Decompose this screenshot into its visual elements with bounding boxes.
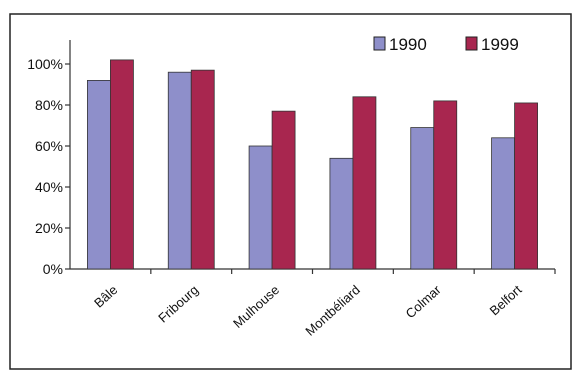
y-tick-label: 80% bbox=[35, 97, 63, 113]
y-tick-label: 20% bbox=[35, 220, 63, 236]
bars bbox=[87, 59, 538, 270]
y-tick-label: 60% bbox=[35, 138, 63, 154]
legend-swatch-1990 bbox=[373, 36, 386, 51]
bar-1999-3 bbox=[352, 96, 377, 270]
bar-1990-2 bbox=[248, 145, 273, 270]
y-tick-label: 40% bbox=[35, 179, 63, 195]
bar-1990-5 bbox=[491, 137, 515, 270]
bar-1999-4 bbox=[433, 100, 458, 270]
y-axis: 0% 20% 40% 60% 80% 100% bbox=[27, 40, 71, 277]
bar-1990-4 bbox=[410, 127, 435, 270]
bar-1999-0 bbox=[110, 59, 134, 270]
bar-1999-5 bbox=[514, 102, 538, 270]
bar-1990-1 bbox=[167, 71, 192, 270]
legend-swatch-1999 bbox=[465, 36, 478, 51]
y-tick-label: 100% bbox=[27, 56, 63, 72]
bar-1990-0 bbox=[87, 80, 111, 270]
bar-1999-2 bbox=[271, 110, 296, 270]
y-tick-label: 0% bbox=[43, 261, 63, 277]
legend: 1990 1999 bbox=[373, 35, 519, 54]
legend-label-1990: 1990 bbox=[389, 35, 427, 54]
legend-label-1999: 1999 bbox=[481, 35, 519, 54]
bar-1990-3 bbox=[329, 157, 354, 270]
bar-1999-1 bbox=[190, 69, 215, 270]
